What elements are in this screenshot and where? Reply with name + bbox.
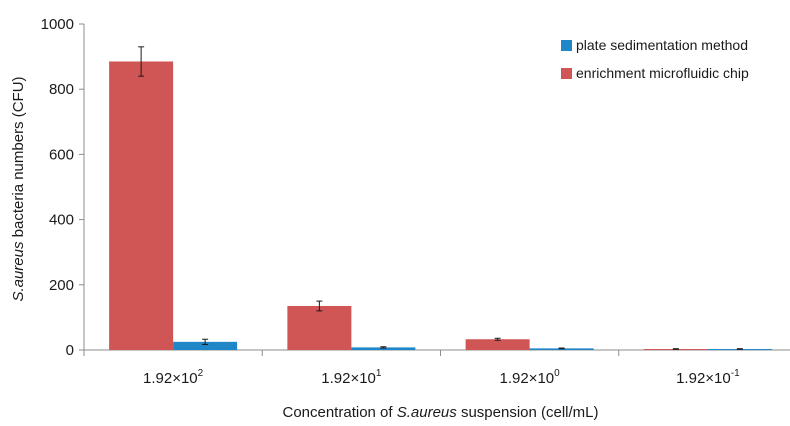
legend-label: enrichment microfluidic chip	[576, 65, 749, 81]
bar	[465, 339, 530, 350]
axes: 0 200 400 600 800 1000 1.92×102 1.92×101 1.92×10…	[41, 16, 790, 387]
y-tick-label: 1000	[41, 16, 74, 33]
y-axis-title: S.aureus bacteria numbers (CFU)	[10, 76, 27, 301]
x-tick-label: 1.92×101	[321, 368, 382, 387]
bar	[351, 347, 416, 350]
legend-swatch	[561, 68, 572, 79]
y-tick-label: 200	[49, 277, 74, 294]
bar	[287, 305, 352, 350]
y-tick-label: 800	[49, 81, 74, 98]
x-tick-label: 1.92×100	[500, 368, 561, 387]
bar	[109, 61, 174, 351]
y-tick-label: 0	[66, 342, 74, 359]
legend-swatch	[561, 40, 572, 51]
y-tick-label: 600	[49, 146, 74, 163]
x-tick-label: 1.92×10-1	[676, 368, 740, 387]
axis-titles: Concentration of S.aureus suspension (ce…	[10, 76, 599, 421]
y-tick-label: 400	[49, 212, 74, 229]
bars	[109, 46, 772, 351]
x-axis-title: Concentration of S.aureus suspension (ce…	[282, 404, 598, 421]
x-tick-label: 1.92×102	[143, 368, 204, 387]
legend: plate sedimentation method enrichment mic…	[561, 37, 749, 81]
legend-label: plate sedimentation method	[576, 37, 748, 53]
bar	[173, 341, 238, 350]
